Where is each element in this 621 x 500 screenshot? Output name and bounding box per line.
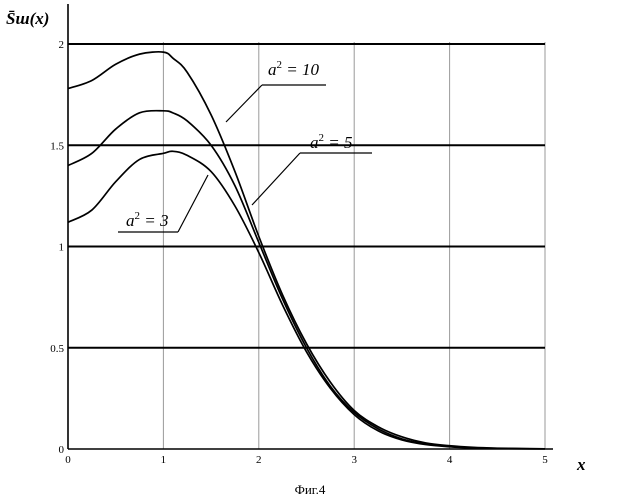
y-tick-label: 0.5 xyxy=(50,343,64,355)
series-line-0 xyxy=(68,52,545,449)
y-tick-label: 0 xyxy=(59,444,65,456)
grid xyxy=(68,42,545,449)
annotation-leader xyxy=(226,85,262,122)
series-label: a2 = 3 xyxy=(126,210,168,230)
tick-labels: 0 1 2 3 4 5 0 0.5 1 1.5 2 xyxy=(50,39,548,466)
y-tick-label: 1.5 xyxy=(50,140,64,152)
x-tick-label: 1 xyxy=(161,454,167,466)
x-tick-label: 5 xyxy=(542,454,548,466)
x-tick-label: 2 xyxy=(256,454,262,466)
series-line-1 xyxy=(68,111,545,449)
y-tick-label: 1 xyxy=(59,242,65,254)
x-tick-label: 0 xyxy=(65,454,71,466)
x-tick-label: 4 xyxy=(447,454,453,466)
y-axis-label: S̄ш(x) xyxy=(6,9,49,28)
y-tick-label: 2 xyxy=(59,39,65,51)
annotation-leader xyxy=(178,175,208,232)
figure-caption: Фиг.4 xyxy=(295,482,326,497)
series-label: a2 = 10 xyxy=(268,59,319,79)
series-line-2 xyxy=(68,151,545,449)
x-tick-label: 3 xyxy=(351,454,357,466)
series-label: a2 = 5 xyxy=(310,132,352,152)
series-lines xyxy=(68,52,545,449)
x-axis-label: x xyxy=(576,455,586,474)
